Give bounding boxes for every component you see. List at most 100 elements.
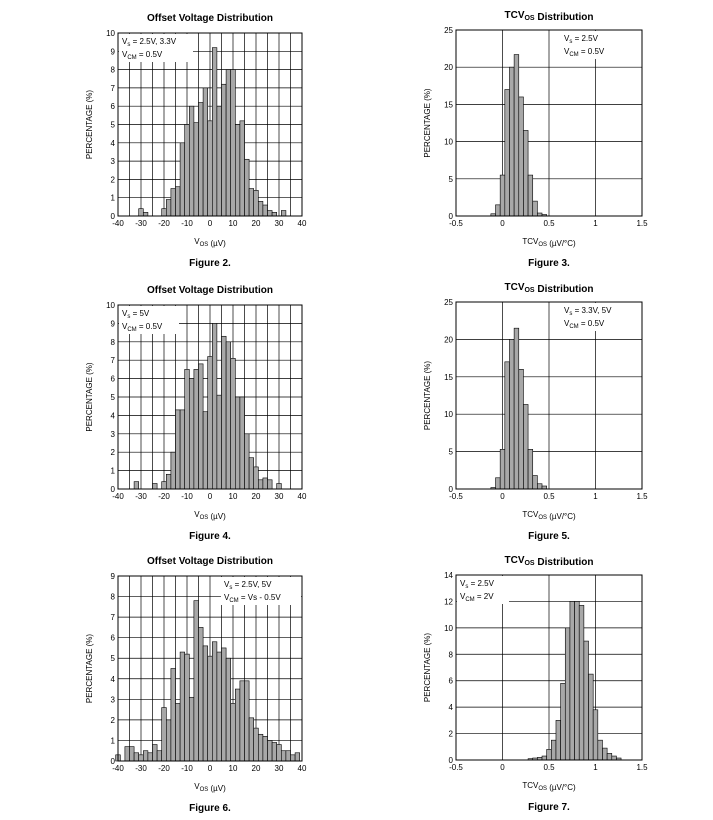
- x-tick-label: -30: [135, 764, 147, 773]
- y-tick-label: 10: [444, 138, 453, 147]
- legend-text: Vs = 3.3V, 5V: [564, 306, 612, 317]
- y-axis-label: PERCENTAGE (%): [423, 88, 432, 158]
- histogram-bar: [212, 323, 218, 490]
- y-tick-label: 8: [111, 593, 116, 602]
- x-tick-label: -0.5: [449, 763, 463, 772]
- histogram-bar: [504, 89, 510, 217]
- histogram-bar: [175, 186, 181, 217]
- histogram-bar: [518, 369, 524, 490]
- histogram-bar: [175, 409, 181, 490]
- histogram-bar: [271, 212, 278, 217]
- y-tick-label: 7: [111, 84, 116, 93]
- x-tick-label: 10: [229, 492, 238, 501]
- histogram-bar: [193, 122, 199, 217]
- histogram-bar: [523, 404, 529, 490]
- histogram-bar: [189, 378, 195, 490]
- histogram-bar: [161, 208, 167, 217]
- histogram-bar: [513, 54, 520, 217]
- histogram-bar: [143, 212, 149, 217]
- chart-title: Offset Voltage Distribution: [147, 556, 273, 567]
- x-axis-label: VOS (µV): [194, 782, 226, 793]
- x-tick-label: 0.5: [543, 492, 555, 501]
- x-tick-label: 0: [208, 219, 213, 228]
- x-axis-label: VOS (µV): [194, 237, 226, 248]
- histogram-bar: [239, 396, 245, 490]
- legend-box: [119, 306, 179, 334]
- histogram-bar: [212, 47, 218, 217]
- histogram-bar: [189, 696, 195, 762]
- figure-caption: Figure 3.: [528, 258, 570, 269]
- histogram-bar: [537, 483, 543, 490]
- x-tick-label: 0: [500, 763, 505, 772]
- y-tick-label: 8: [111, 338, 116, 347]
- histogram-bar: [513, 327, 520, 490]
- legend-text: VCM = 0.5V: [564, 47, 605, 58]
- histogram-bar: [499, 449, 506, 490]
- y-tick-label: 15: [444, 373, 453, 382]
- histogram-bar: [560, 683, 566, 761]
- plot-frame: [117, 575, 303, 762]
- histogram-bar: [133, 752, 140, 762]
- y-tick-label: 5: [111, 393, 116, 402]
- x-axis-label: TCVOS (µV/°C): [522, 237, 576, 248]
- histogram-bar: [198, 363, 204, 490]
- plot-frame: [117, 32, 303, 217]
- y-tick-label: 2: [111, 175, 116, 184]
- x-tick-label: 40: [298, 219, 307, 228]
- histogram-bar: [221, 647, 227, 762]
- histogram-bar: [170, 188, 176, 217]
- histogram-bar: [267, 740, 273, 762]
- histogram-bar: [129, 746, 135, 762]
- x-tick-label: -40: [112, 219, 124, 228]
- chart-panel-6: TCVOS Distribution Vs = 2.5V VCM = 2V 0 2 4 6 8…: [423, 555, 648, 813]
- y-tick-label: 9: [111, 319, 116, 328]
- histogram-bar: [257, 733, 264, 762]
- y-tick-label: 4: [111, 139, 116, 148]
- y-tick-label: 2: [449, 730, 454, 739]
- histogram-bar: [248, 188, 255, 217]
- histogram-bar: [523, 130, 529, 217]
- x-tick-label: -10: [181, 492, 193, 501]
- legend-text: VCM = Vs - 0.5V: [224, 593, 281, 604]
- histogram-bar: [230, 703, 236, 762]
- y-tick-label: 10: [444, 410, 453, 419]
- plot-frame: [455, 574, 643, 761]
- y-tick-label: 9: [111, 572, 116, 581]
- x-tick-label: 1.5: [636, 219, 648, 228]
- y-axis-label: PERCENTAGE (%): [423, 633, 432, 703]
- x-tick-label: 40: [298, 764, 307, 773]
- x-tick-label: 30: [275, 219, 284, 228]
- histogram-bar: [597, 739, 603, 761]
- figure-caption: Figure 5.: [528, 531, 570, 542]
- histogram-bar: [262, 736, 268, 762]
- histogram-bar: [179, 409, 186, 490]
- y-tick-label: 2: [111, 716, 116, 725]
- histogram-bar: [235, 124, 241, 217]
- x-tick-label: 0: [500, 219, 505, 228]
- histogram-bar: [175, 703, 181, 762]
- y-tick-label: 7: [111, 613, 116, 622]
- histogram-bar: [216, 105, 222, 217]
- y-tick-label: 5: [449, 448, 454, 457]
- legend-box: [119, 34, 193, 62]
- histogram-bar: [170, 668, 176, 762]
- histogram-bar: [230, 358, 236, 490]
- legend-text: Vs = 5V: [122, 309, 150, 320]
- histogram-bar: [207, 655, 213, 762]
- y-tick-label: 8: [111, 66, 116, 75]
- histogram-bar: [189, 105, 195, 217]
- y-tick-label: 5: [449, 175, 454, 184]
- histogram-bar: [207, 356, 213, 490]
- y-tick-label: 2: [111, 448, 116, 457]
- x-tick-label: -0.5: [449, 492, 463, 501]
- histogram-bar: [166, 199, 172, 217]
- histogram-bar: [276, 483, 282, 490]
- x-tick-label: 20: [252, 492, 261, 501]
- y-tick-label: 3: [111, 157, 116, 166]
- x-tick-label: -20: [158, 764, 170, 773]
- x-tick-label: 0: [208, 492, 213, 501]
- x-tick-label: 20: [252, 219, 261, 228]
- legend-box: [561, 303, 641, 331]
- histogram-bar: [193, 369, 199, 490]
